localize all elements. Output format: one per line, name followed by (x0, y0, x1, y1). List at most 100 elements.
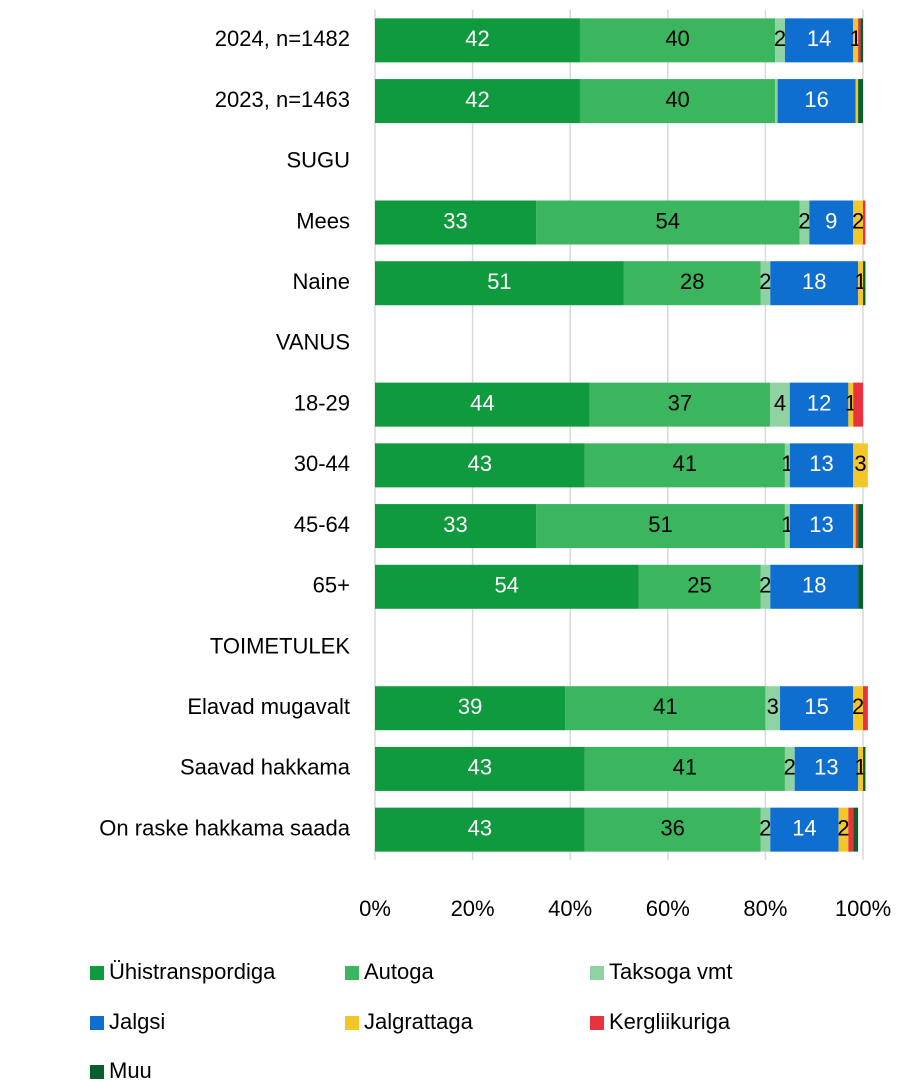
data-label: 15 (804, 694, 828, 719)
data-label: 2 (774, 26, 786, 51)
bar-segment (584, 746, 785, 791)
y-tick-label: 65+ (313, 573, 350, 598)
data-label: 44 (470, 390, 494, 415)
data-label: 2 (759, 815, 771, 840)
bar-segment (579, 18, 776, 63)
x-tick-label: 40% (548, 896, 592, 921)
data-label: 54 (656, 208, 680, 233)
data-label: 25 (687, 573, 711, 598)
data-label: 54 (495, 573, 519, 598)
bar-segment (784, 443, 790, 488)
bar-segment (584, 807, 761, 852)
bar-segment (536, 200, 800, 245)
y-tick-label: VANUS (276, 330, 350, 355)
data-label: 37 (668, 390, 692, 415)
bar-segment (375, 443, 585, 488)
bar-segment (853, 504, 856, 549)
legend-label: Autoga (364, 959, 434, 984)
bar-segment (784, 504, 790, 549)
bar-segment (784, 746, 795, 791)
legend-swatch (90, 966, 104, 980)
bar-segment (809, 200, 854, 245)
bar-segment (375, 807, 585, 852)
bar-segment (770, 807, 839, 852)
y-tick-label: 2023, n=1463 (215, 87, 350, 112)
bar-segment (789, 382, 849, 427)
x-tick-label: 100% (835, 896, 891, 921)
bar-segment (760, 807, 771, 852)
bar-segment (858, 746, 863, 791)
bar-segment (853, 443, 868, 488)
bar-segment (375, 79, 580, 124)
legend-label: Kergliikuriga (609, 1009, 731, 1034)
data-label: 41 (673, 755, 697, 780)
legend-swatch (90, 1065, 104, 1079)
bar-segment (775, 18, 785, 63)
bar-segment (375, 382, 590, 427)
bar-segment (770, 382, 790, 427)
legend-label: Taksoga vmt (609, 959, 733, 984)
data-label: 2 (852, 694, 864, 719)
legend-swatch (90, 1016, 104, 1030)
data-label: 13 (809, 451, 833, 476)
data-label: 41 (653, 694, 677, 719)
x-tick-label: 80% (743, 896, 787, 921)
data-label: 51 (648, 512, 672, 537)
data-label: 43 (468, 755, 492, 780)
y-tick-label: Mees (296, 208, 350, 233)
bar-segment (863, 746, 866, 791)
bar-segment (853, 18, 859, 63)
bar-segment (853, 686, 863, 731)
data-label: 42 (465, 87, 489, 112)
bar-segment (375, 564, 639, 609)
bar-segment (375, 746, 585, 791)
legend-label: Jalgrattaga (364, 1009, 474, 1034)
data-label: 2 (798, 208, 810, 233)
bar-segment (760, 261, 771, 306)
data-label: 3 (854, 451, 866, 476)
bar-segment (848, 807, 854, 852)
legend-label: Muu (109, 1058, 152, 1082)
bar-segment (858, 261, 863, 306)
data-label: 13 (809, 512, 833, 537)
data-label: 33 (443, 208, 467, 233)
x-tick-label: 20% (451, 896, 495, 921)
bar-segment (860, 18, 863, 63)
data-label: 41 (673, 451, 697, 476)
y-tick-label: TOIMETULEK (210, 633, 351, 658)
bar-segment (848, 382, 854, 427)
y-tick-label: Elavad mugavalt (187, 694, 350, 719)
data-label: 43 (468, 451, 492, 476)
bar-segment (858, 504, 863, 549)
data-label: 14 (807, 26, 831, 51)
y-tick-label: 2024, n=1482 (215, 26, 350, 51)
bar-segment (799, 200, 810, 245)
data-label: 9 (825, 208, 837, 233)
bar-segment (589, 382, 771, 427)
bar-segment (794, 746, 859, 791)
data-label: 2 (784, 755, 796, 780)
bar-segment (777, 79, 856, 124)
legend-swatch (590, 966, 604, 980)
y-tick-label: SUGU (286, 148, 350, 173)
data-label: 16 (804, 87, 828, 112)
legend-swatch (590, 1016, 604, 1030)
bar-segment (623, 261, 761, 306)
data-label: 51 (487, 269, 511, 294)
bar-segment (375, 686, 566, 731)
bar-segment (853, 200, 863, 245)
data-label: 18 (802, 269, 826, 294)
bar-segment (375, 504, 537, 549)
bar-segment (789, 443, 854, 488)
bar-segment (858, 564, 863, 609)
bar-segment (863, 261, 866, 306)
data-label: 3 (767, 694, 779, 719)
bar-segment (775, 79, 778, 124)
data-label: 40 (665, 26, 689, 51)
bar-segment (863, 686, 868, 731)
bar-segment (375, 18, 580, 63)
data-label: 13 (814, 755, 838, 780)
bar-segment (780, 686, 854, 731)
data-label: 4 (774, 390, 786, 415)
legend-label: Ühistranspordiga (109, 959, 276, 984)
